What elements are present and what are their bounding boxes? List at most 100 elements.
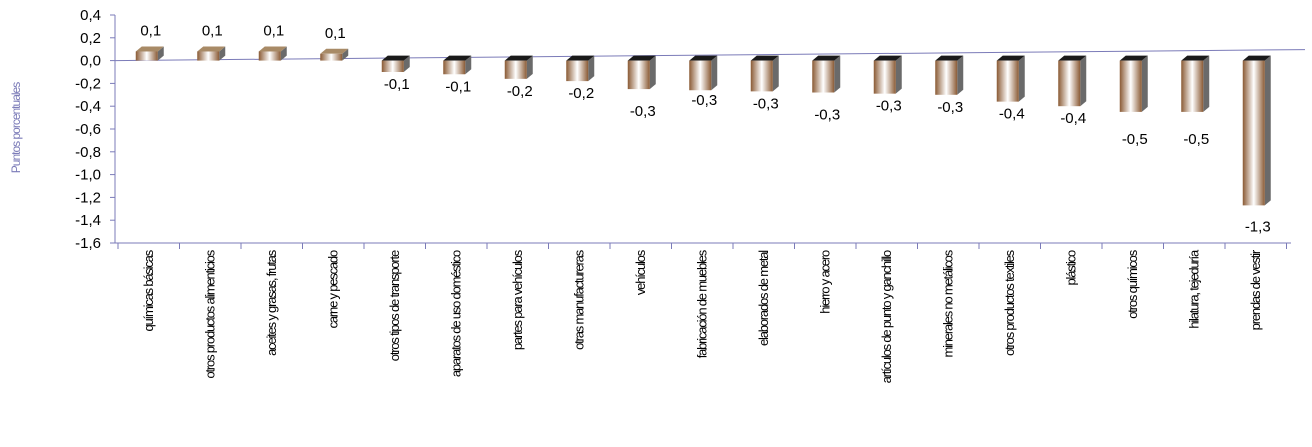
bar bbox=[320, 53, 343, 61]
bar-side bbox=[1203, 55, 1210, 112]
category-label: otras manufactureras bbox=[571, 249, 586, 350]
bar-side bbox=[526, 55, 533, 79]
bars bbox=[135, 46, 1271, 206]
bar bbox=[689, 60, 712, 91]
category-label: aceites y grasas, frutas bbox=[264, 249, 279, 356]
bar-top bbox=[381, 55, 410, 61]
data-labels: 0,1 0,1 0,1 0,1 -0,1 -0,1 -0,2 -0,2 -0,3 -0,3 -0,3… bbox=[140, 22, 1270, 235]
bar bbox=[504, 60, 527, 79]
data-label: -0,3 bbox=[630, 103, 656, 120]
data-label: -0,1 bbox=[445, 78, 471, 95]
bar-side bbox=[957, 55, 964, 95]
bar-top bbox=[750, 55, 779, 61]
bar-side bbox=[711, 55, 718, 91]
y-tick-label: 0,0 bbox=[80, 53, 101, 70]
data-label: -0,1 bbox=[384, 76, 410, 93]
y-tick-label: -1,2 bbox=[75, 189, 101, 206]
category-label: elaborados de metal bbox=[756, 250, 771, 346]
category-label: hierro y acero bbox=[817, 250, 832, 314]
bar bbox=[381, 60, 404, 72]
bar bbox=[1058, 60, 1081, 107]
data-label: -0,2 bbox=[507, 83, 533, 100]
bar-side bbox=[465, 55, 472, 75]
y-tick-label: 0,4 bbox=[80, 7, 101, 24]
bar-top bbox=[1119, 55, 1148, 61]
bar-side bbox=[649, 55, 656, 90]
bar-top bbox=[258, 46, 287, 52]
category-label: otros productos alimenticios bbox=[202, 249, 217, 378]
bar bbox=[812, 60, 835, 93]
bar-top bbox=[1242, 55, 1271, 61]
bar-side bbox=[834, 55, 841, 93]
bar bbox=[258, 51, 281, 61]
data-label: -0,3 bbox=[753, 95, 779, 112]
bar bbox=[197, 51, 220, 61]
category-label: fabricación de muebles bbox=[694, 249, 709, 358]
axes: 0,4 0,2 0,0 -0,2 -0,4 -0,6 -0,8 -1,0 -1,2 -1,4 -1,… bbox=[75, 7, 1306, 252]
bar-top bbox=[1181, 55, 1210, 61]
bar bbox=[996, 60, 1019, 102]
data-label: -0,3 bbox=[876, 98, 902, 115]
bar bbox=[1181, 60, 1204, 112]
bar bbox=[873, 60, 896, 94]
bar-side bbox=[157, 46, 164, 61]
data-label: -0,4 bbox=[1060, 110, 1086, 127]
category-label: vehículos bbox=[633, 249, 648, 295]
category-label: minerales no metálicos bbox=[940, 249, 955, 357]
bar-side bbox=[219, 46, 226, 61]
y-axis-title: Puntos porcentuales bbox=[9, 82, 23, 173]
bar-top bbox=[135, 46, 164, 52]
zero-line bbox=[114, 49, 1306, 62]
bar-side bbox=[588, 55, 595, 82]
bar-top bbox=[443, 55, 472, 61]
bar-top bbox=[935, 55, 964, 61]
bar bbox=[1119, 60, 1142, 112]
bar-top bbox=[197, 46, 226, 52]
data-label: -1,3 bbox=[1245, 218, 1271, 235]
category-label: partes para vehículos bbox=[510, 249, 525, 350]
category-label: otros productos textiles bbox=[1002, 249, 1017, 356]
bar-top bbox=[996, 55, 1025, 61]
bar-top bbox=[873, 55, 902, 61]
bar-side bbox=[1264, 55, 1271, 206]
bar bbox=[750, 60, 773, 92]
data-label: -0,2 bbox=[568, 85, 594, 102]
bar-top bbox=[689, 55, 718, 61]
data-label: -0,4 bbox=[999, 106, 1025, 123]
y-tick-label: -0,4 bbox=[75, 98, 101, 115]
bar bbox=[135, 51, 158, 61]
y-tick-label: -0,8 bbox=[75, 144, 101, 161]
data-label: 0,1 bbox=[325, 25, 346, 42]
y-tick-label: 0,2 bbox=[80, 30, 101, 47]
data-label: 0,1 bbox=[140, 22, 161, 39]
category-label: hilatura, tejeduría bbox=[1186, 249, 1201, 329]
bar-top bbox=[812, 55, 841, 61]
bar-side bbox=[1080, 55, 1087, 107]
y-tick-label: -0,6 bbox=[75, 121, 101, 138]
category-label: carne y pescado bbox=[325, 250, 340, 328]
bar-side bbox=[895, 55, 902, 94]
y-tick-label: -1,4 bbox=[75, 212, 101, 229]
category-label: artículos de punto y ganchillo bbox=[879, 250, 894, 383]
data-label: -0,3 bbox=[691, 92, 717, 109]
data-label: 0,1 bbox=[263, 22, 284, 39]
category-label: otros químicos bbox=[1125, 249, 1140, 318]
category-label: otros tipos de transporte bbox=[387, 250, 402, 361]
bar bbox=[627, 60, 650, 90]
y-tick-label: -0,2 bbox=[75, 75, 101, 92]
bar bbox=[443, 60, 466, 75]
bar-side bbox=[342, 48, 349, 61]
bar-top bbox=[627, 55, 656, 61]
bar-side bbox=[280, 46, 287, 61]
bar-side bbox=[1141, 55, 1148, 112]
data-label: -0,3 bbox=[937, 99, 963, 116]
category-label: plástico bbox=[1063, 250, 1078, 285]
data-label: -0,3 bbox=[814, 107, 840, 124]
y-tick-label: -1,6 bbox=[75, 235, 101, 252]
bar bbox=[566, 60, 589, 82]
data-label: -0,5 bbox=[1183, 131, 1209, 148]
data-label: 0,1 bbox=[202, 22, 223, 39]
data-label: -0,5 bbox=[1122, 131, 1148, 148]
category-labels: químicas básicas otros productos alimenti… bbox=[141, 249, 1263, 383]
